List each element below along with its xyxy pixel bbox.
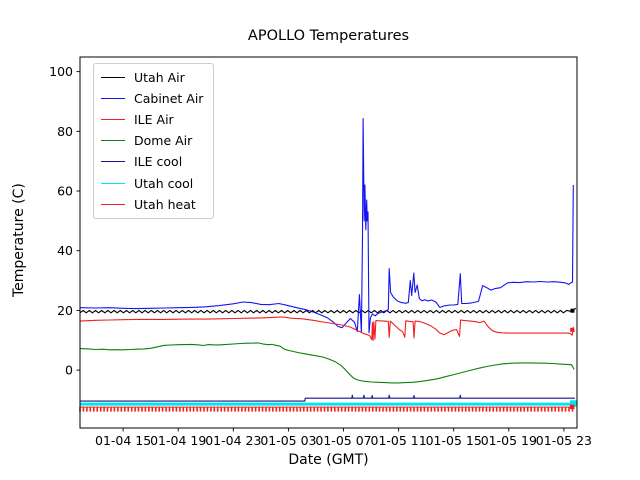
y-tick-label: 100: [49, 64, 73, 79]
series-ile-cool-line: [80, 394, 575, 402]
legend-item-ile-air: ILE Air: [101, 109, 203, 130]
plot-border: [79, 56, 578, 429]
legend-label: Utah heat: [134, 196, 196, 212]
series-utah-air-line: [79, 307, 577, 314]
x-tick-label: 01-04 19: [150, 433, 206, 448]
x-tick-label: 01-05 03: [260, 433, 316, 448]
legend-label: ILE cool: [134, 154, 183, 170]
x-tick-label: 01-05 19: [481, 433, 537, 448]
legend-line-swatch: [101, 119, 125, 121]
series-utah-cool-end-marker: [570, 400, 577, 407]
x-tick-label: 01-04 23: [205, 433, 261, 448]
legend-item-utah-heat: Utah heat: [101, 194, 203, 215]
legend-item-cabinet-air: Cabinet Air: [101, 88, 203, 109]
series-utah-air-end-marker: [570, 308, 575, 313]
legend-label: ILE Air: [134, 112, 174, 128]
legend-item-ile-cool: ILE cool: [101, 151, 203, 172]
legend-line-swatch: [101, 182, 125, 184]
x-tick-label: 01-05 23: [536, 433, 592, 448]
y-tick-label: 0: [65, 363, 73, 378]
x-tick-label: 01-05 11: [371, 433, 427, 448]
legend-line-swatch: [101, 161, 125, 163]
series-ile-air-end-marker: [570, 327, 575, 332]
legend-line-swatch: [101, 98, 125, 100]
x-tick-label: 01-04 15: [95, 433, 151, 448]
series-cabinet-air-line: [79, 117, 574, 334]
x-tick-label: 01-05 07: [315, 433, 371, 448]
y-tick-label: 20: [57, 303, 73, 318]
legend-label: Utah Air: [134, 70, 185, 86]
x-tick-label: 01-05 15: [426, 433, 482, 448]
legend-label: Cabinet Air: [134, 91, 204, 107]
legend-line-swatch: [101, 77, 125, 79]
legend-item-dome-air: Dome Air: [101, 130, 203, 151]
series-dome-air-line: [79, 342, 575, 384]
series-ile-air-line: [79, 316, 575, 342]
chart-title: APOLLO Temperatures: [247, 28, 410, 44]
legend-label: Utah cool: [134, 175, 194, 191]
legend-item-utah-air: Utah Air: [101, 67, 203, 88]
y-tick-label: 60: [57, 184, 73, 199]
legend-item-utah-cool: Utah cool: [101, 172, 203, 193]
y-tick-label: 80: [57, 124, 73, 139]
y-tick-label: 40: [57, 243, 73, 258]
legend-label: Dome Air: [134, 133, 193, 149]
series-utah-heat-end-marker: [569, 404, 575, 410]
legend-line-swatch: [101, 203, 125, 205]
series-utah-heat-line-teeth: [79, 407, 574, 412]
legend: Utah Air Cabinet Air ILE Air Dome Air ILE co…: [93, 63, 215, 219]
legend-line-swatch: [101, 140, 125, 142]
x-axis-label: Date (GMT): [288, 452, 369, 468]
